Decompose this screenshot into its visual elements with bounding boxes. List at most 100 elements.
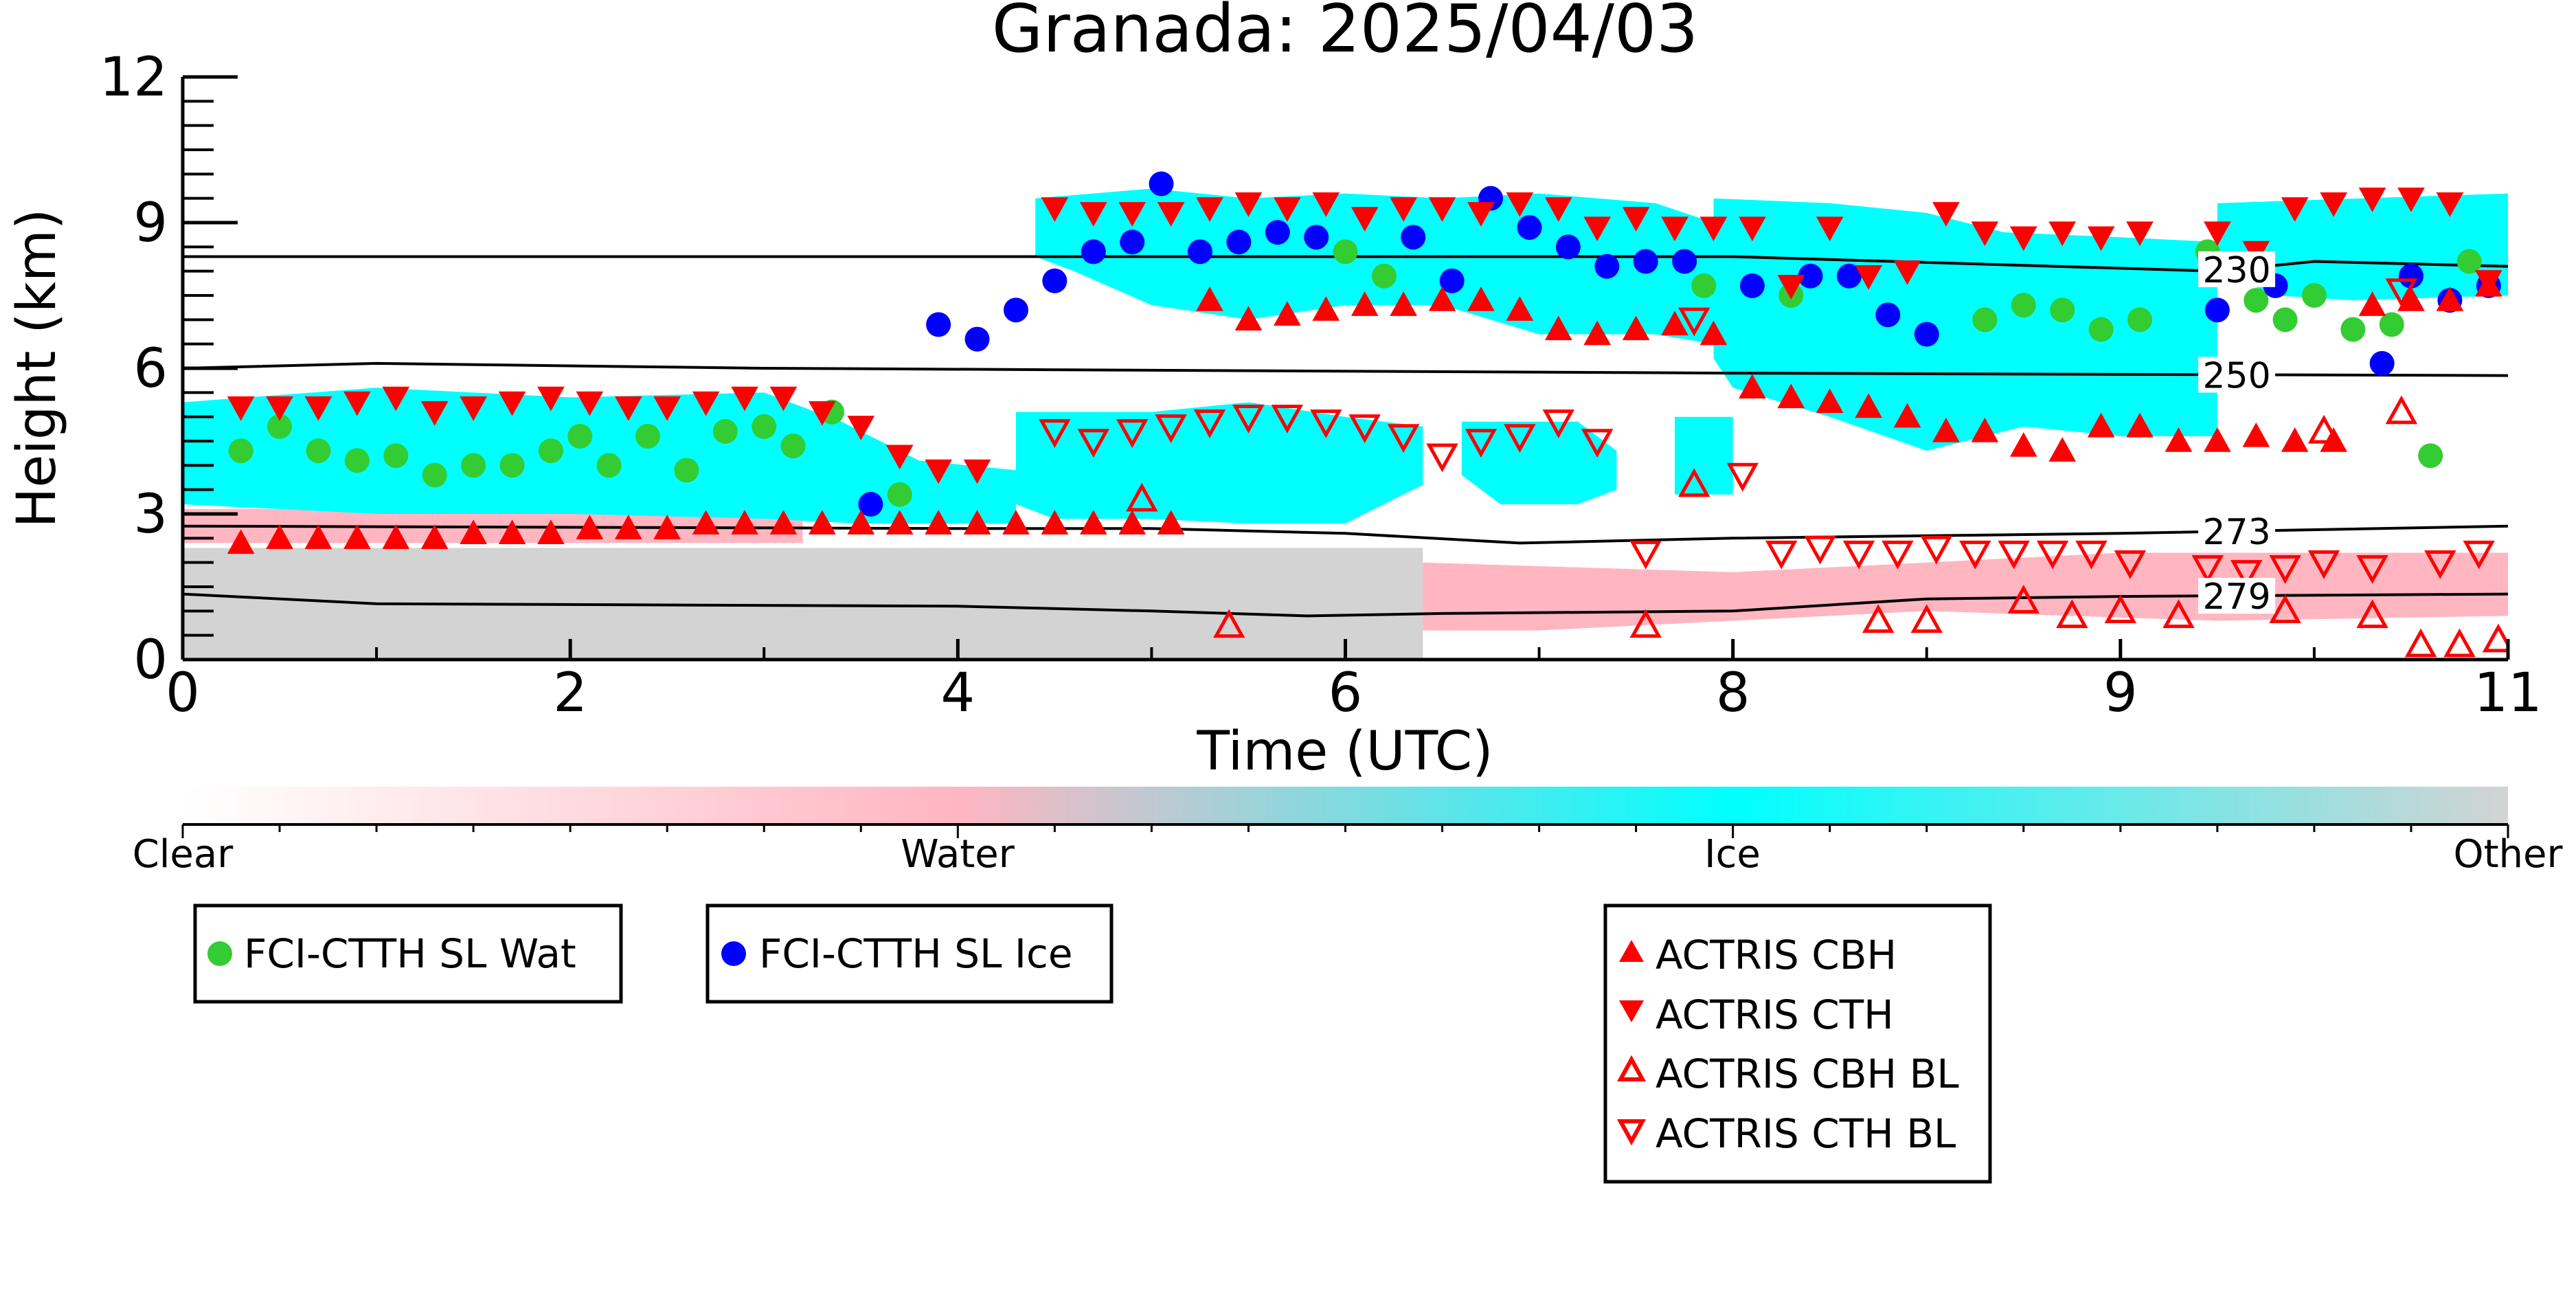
legend-marker-actris-cth-bl [1616,1119,1647,1146]
colorbar-ticks [181,824,2509,838]
marker-actris-cth [653,396,681,421]
marker-actris-cth [692,391,720,416]
marker-fci-ctth-sl-wat [2088,317,2114,342]
legend-marker-actris-cbh-bl [1616,1055,1647,1081]
marker-actris-cth [2204,221,2231,247]
marker-actris-cbh [1971,417,1999,442]
marker-actris-cbh [2165,427,2193,452]
marker-actris-cbh-bl [2056,599,2088,629]
marker-actris-cth-bl [1077,429,1110,458]
marker-fci-ctth-sl-ice [858,491,883,517]
marker-actris-cth-bl [2385,278,2418,308]
marker-actris-cth [731,386,758,412]
marker-actris-cth-bl [1155,414,1187,443]
contour-label-279: 279 [2202,576,2270,618]
marker-actris-cbh [847,510,875,535]
marker-actris-cth-bl [2424,550,2456,579]
x-ticks: 0 2 4 6 8 9 11 [166,639,2542,724]
legend-label-actris-cth-bl: ACTRIS CTH BL [1656,1110,1956,1157]
marker-actris-cth [1274,197,1301,222]
marker-actris-cbh [2126,412,2154,438]
marker-actris-cbh [1467,287,1495,311]
legend-label-fci-water: FCI-CTTH SL Wat [244,930,576,977]
marker-actris-cth-bl [1039,419,1071,449]
marker-actris-cbh [2009,432,2037,457]
marker-fci-ctth-sl-wat [780,434,806,459]
marker-actris-cbh [769,510,798,535]
marker-actris-cth [2009,226,2037,251]
marker-actris-cbh-bl [2307,414,2340,444]
marker-actris-cth [382,386,410,412]
marker-actris-cbh [1002,510,1030,535]
marker-fci-ctth-sl-wat [635,423,660,449]
marker-actris-cth-bl [1920,535,1953,565]
marker-actris-cth [1041,197,1069,222]
marker-fci-ctth-sl-ice [1836,263,1862,289]
marker-actris-cth [498,391,526,416]
region-ice [1675,416,1733,495]
y-tick-label: 0 [133,629,168,691]
marker-actris-cth [460,396,487,421]
marker-fci-ctth-sl-wat [306,438,331,464]
marker-actris-cbh [1428,287,1456,311]
y-tick-label: 9 [133,192,168,254]
contour-label-230: 230 [2202,250,2270,291]
marker-actris-cbh-bl [2443,628,2476,658]
contour-labels: 230 250 273 279 [2198,250,2276,618]
marker-actris-cbh [2087,412,2115,438]
marker-fci-ctth-sl-ice [964,326,990,352]
y-tick-label: 6 [133,338,168,400]
marker-actris-cth-bl [1504,424,1536,453]
marker-fci-ctth-sl-wat [1691,273,1717,298]
marker-actris-cbh [809,510,836,535]
marker-actris-cth-bl [1959,540,1991,570]
colorbar-label-other: Other [2453,832,2563,877]
marker-actris-cbh [692,510,720,535]
marker-fci-ctth-sl-ice [2369,350,2395,376]
marker-actris-cbh [2320,427,2347,452]
marker-actris-cbh-bl [2104,594,2137,624]
marker-actris-cth [1971,221,1999,247]
marker-actris-cbh [2204,427,2231,452]
marker-actris-cbh [653,515,681,539]
axes: 0 3 6 9 12 0 2 4 6 8 9 11 [100,47,2542,724]
x-tick-label: 11 [2474,662,2542,724]
marker-fci-ctth-sl-wat [1333,239,1358,265]
marker-actris-cth [1157,202,1185,227]
colorbar-gradient [183,787,2508,824]
marker-actris-cth [2474,270,2502,295]
marker-actris-cth [1118,202,1146,227]
marker-actris-cth [2281,197,2309,222]
marker-fci-ctth-sl-ice [1304,225,1329,250]
x-tick-label: 4 [941,662,975,724]
marker-actris-cth-bl [2191,555,2224,584]
marker-actris-cbh-bl [1213,609,1245,638]
marker-fci-ctth-sl-wat [538,438,563,464]
marker-actris-cbh [1390,291,1417,316]
marker-actris-cbh [2358,291,2386,316]
marker-actris-cth [1893,260,1921,285]
marker-fci-ctth-sl-wat [2301,283,2327,308]
marker-actris-cth [885,445,914,470]
marker-actris-cbh [227,529,255,554]
marker-actris-cbh [1041,510,1069,535]
plot-area [183,171,2508,660]
marker-actris-cbh-bl [1862,604,1895,633]
marker-fci-ctth-sl-wat [228,438,253,464]
marker-fci-ctth-sl-wat [596,453,622,478]
marker-fci-ctth-sl-wat [267,414,293,439]
marker-actris-cbh [420,524,449,550]
marker-fci-ctth-sl-ice [1633,249,1658,274]
marker-fci-ctth-sl-ice [1081,239,1106,265]
marker-actris-cth-bl [2075,540,2108,570]
marker-fci-ctth-sl-wat [383,443,409,469]
marker-actris-cth-bl [1678,307,1710,337]
region-ice [1713,198,2217,451]
marker-actris-cbh-bl [2269,594,2301,624]
marker-fci-ctth-sl-ice [1914,322,1939,347]
x-tick-label: 6 [1329,662,1363,724]
marker-actris-cbh [614,515,642,539]
marker-fci-ctth-sl-wat [887,482,912,507]
marker-actris-cth [1234,192,1263,217]
